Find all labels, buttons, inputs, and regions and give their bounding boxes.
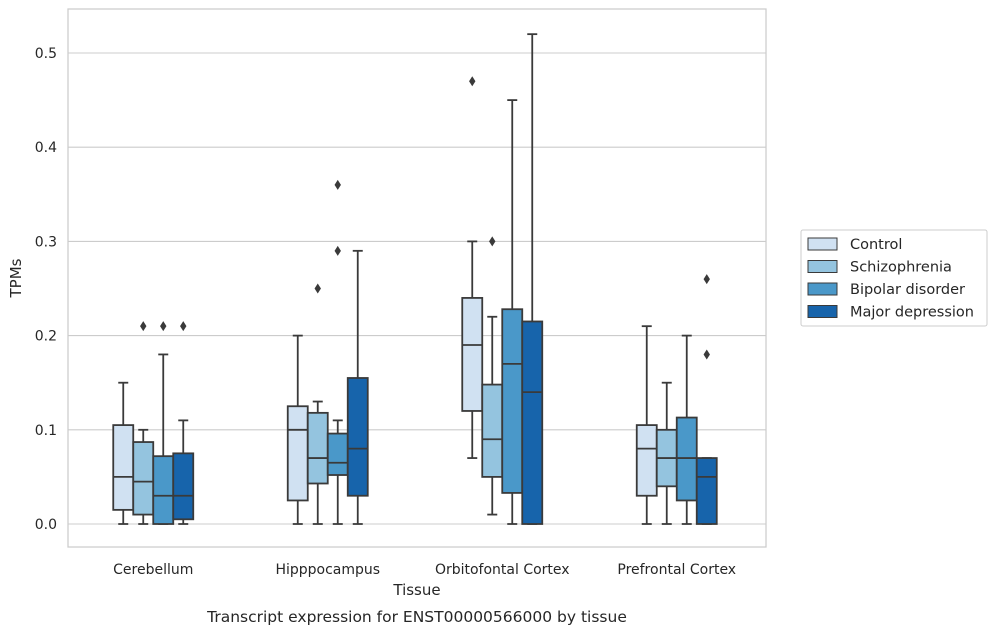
outlier-point <box>469 76 476 87</box>
box-iqr <box>132 441 155 516</box>
outlier-point <box>140 321 147 332</box>
x-tick-label: Cerebellum <box>113 562 193 578</box>
box-iqr <box>152 455 175 525</box>
x-tick-label: Prefrontal Cortex <box>617 562 736 578</box>
x-tick-label: Orbitofontal Cortex <box>435 562 570 578</box>
outlier-point <box>334 245 341 256</box>
box-major-depression <box>695 274 718 525</box>
outlier-point <box>314 283 321 294</box>
x-tick-labels: Cerebellum Hipppocampus Orbitofontal Corte… <box>113 562 736 578</box>
box-iqr <box>501 308 524 494</box>
outlier-point <box>703 274 710 285</box>
box-control <box>286 334 309 525</box>
box-major-depression <box>346 249 369 525</box>
box-control <box>461 76 484 459</box>
x-axis-title: Tissue <box>392 581 440 599</box>
box-bipolar-disorder <box>675 334 698 525</box>
y-tick-label: 0.2 <box>35 329 57 345</box>
box-iqr <box>112 424 135 511</box>
outlier-point <box>489 236 496 247</box>
chart-caption: Transcript expression for ENST0000056600… <box>206 608 627 626</box>
legend-swatch <box>807 305 838 318</box>
box-iqr <box>346 377 369 497</box>
x-tick-label: Hipppocampus <box>275 562 380 578</box>
legend-label: Bipolar disorder <box>850 282 965 298</box>
box-bipolar-disorder <box>152 321 175 525</box>
legend-label: Schizophrenia <box>850 260 952 276</box>
legend-swatch <box>807 260 838 273</box>
box-schizophrenia <box>132 321 155 525</box>
legend-swatch <box>807 282 838 296</box>
box-iqr <box>286 405 309 502</box>
outlier-point <box>334 179 341 190</box>
box-plots <box>112 33 718 525</box>
box-iqr <box>172 452 195 521</box>
box-bipolar-disorder <box>326 179 349 525</box>
box-major-depression <box>521 33 544 525</box>
outlier-point <box>703 349 710 360</box>
box-iqr <box>326 432 349 476</box>
box-iqr <box>695 457 718 525</box>
y-tick-label: 0.1 <box>35 423 57 439</box>
box-iqr <box>521 320 544 525</box>
legend: Control Schizophrenia Bipolar disorder Majo… <box>800 229 988 327</box>
box-iqr <box>635 424 658 497</box>
legend-frame <box>800 229 988 327</box>
box-schizophrenia <box>481 236 504 516</box>
box-control <box>635 325 658 525</box>
box-control <box>112 381 135 525</box>
box-iqr <box>306 411 329 485</box>
box-major-depression <box>172 321 195 525</box>
plot-frame <box>67 8 767 548</box>
y-tick-label: 0.4 <box>35 140 57 156</box>
y-tick-label: 0.5 <box>35 46 57 62</box>
outlier-point <box>180 321 187 332</box>
legend-swatch <box>807 237 838 251</box>
box-schizophrenia <box>655 381 678 525</box>
box-bipolar-disorder <box>501 99 524 525</box>
box-iqr <box>461 297 484 412</box>
y-tick-labels: 0.0 0.1 0.2 0.3 0.4 0.5 <box>35 46 57 533</box>
legend-label: Major depression <box>850 305 974 321</box>
legend-label: Control <box>850 237 902 253</box>
box-iqr <box>675 416 698 502</box>
outlier-point <box>160 321 167 332</box>
y-tick-label: 0.3 <box>35 234 57 250</box>
box-schizophrenia <box>306 283 329 525</box>
box-iqr <box>481 383 504 478</box>
y-axis-title: TPMs <box>7 258 25 298</box>
y-tick-label: 0.0 <box>35 517 57 533</box>
